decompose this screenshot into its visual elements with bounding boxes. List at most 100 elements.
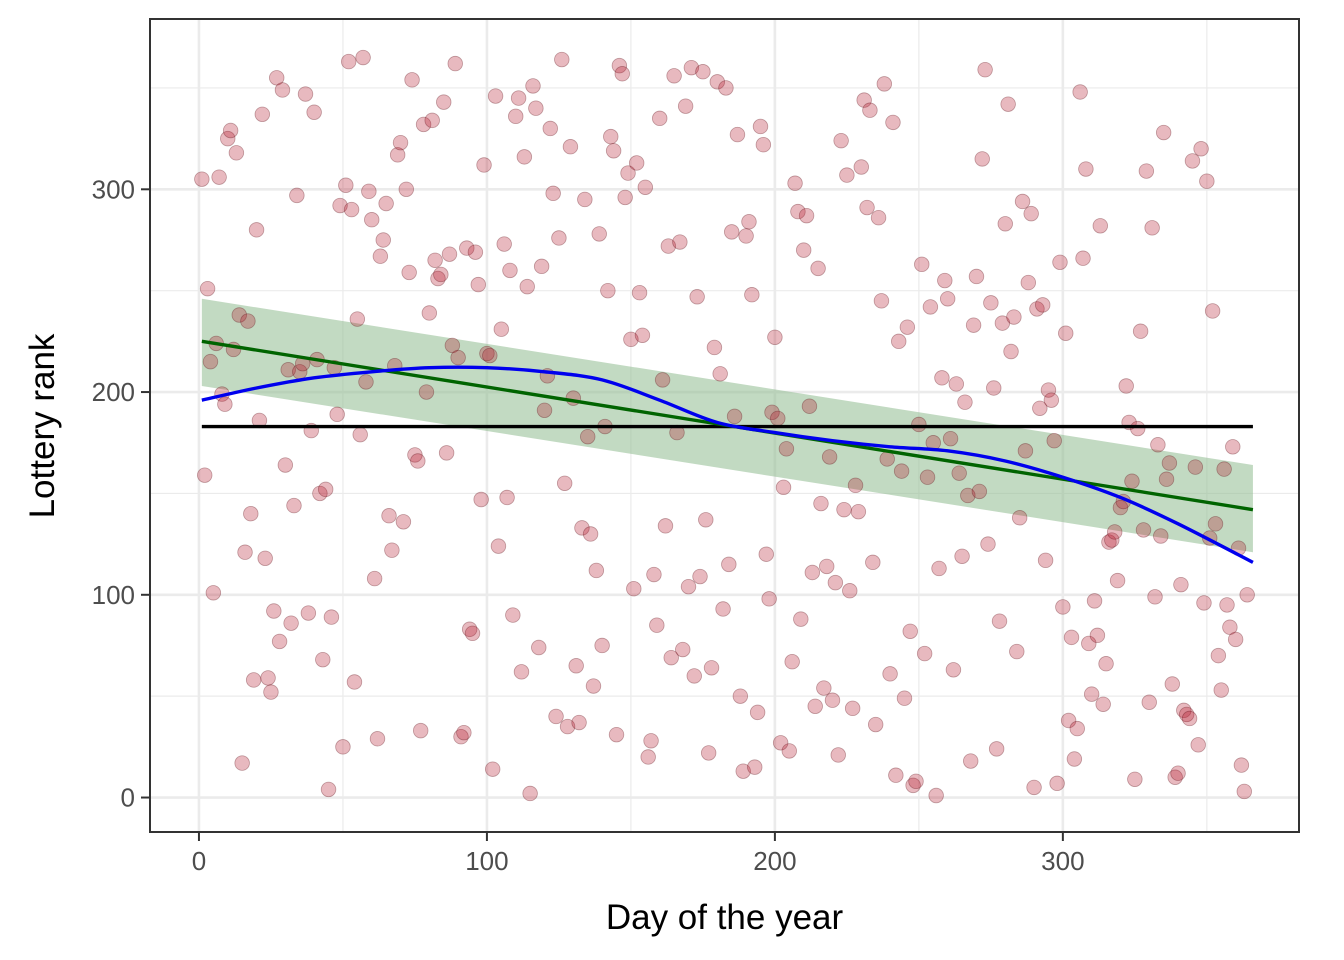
data-point [692,568,708,585]
data-point [574,520,590,536]
data-point [410,453,426,469]
data-point [793,611,809,627]
data-point [911,416,927,433]
data-point [378,195,394,212]
data-point [556,475,573,491]
data-point [666,68,682,84]
data-point [928,787,944,804]
data-point [695,64,711,80]
data-point [551,230,567,246]
data-point [1011,510,1028,526]
data-point [787,175,803,191]
data-point [770,410,786,427]
data-point [677,98,694,114]
data-point [510,90,527,106]
data-point [496,236,512,252]
data-point [228,145,245,161]
data-point [879,451,895,467]
data-point [1164,676,1180,692]
data-point [741,214,757,230]
y-tick-label: 300 [92,174,135,204]
panel-border [149,18,1300,833]
data-point [286,497,302,514]
data-point [389,147,406,163]
data-point [1000,96,1016,112]
data-point [859,199,875,216]
x-tick-label: 300 [1041,846,1084,876]
data-point [781,743,797,759]
data-point [401,264,417,281]
data-point [355,49,371,66]
data-point [470,276,486,293]
data-point [764,404,780,421]
data-point [591,226,607,242]
data-point [672,234,688,250]
data-point [312,485,328,502]
data-point [568,658,584,674]
data-point [531,639,547,656]
data-point [243,505,259,522]
data-point [1101,534,1117,550]
data-point [784,653,800,670]
data-point [821,449,838,465]
data-point [1035,297,1051,313]
data-point [1135,522,1152,538]
data-point [810,260,826,277]
data-point [352,426,368,443]
data-point [499,489,515,506]
data-point [623,331,639,348]
data-point [983,295,999,311]
data-point [444,337,461,354]
x-tick-label: 100 [465,846,508,876]
data-point [231,307,247,323]
data-point [988,741,1005,757]
data-point [916,645,933,662]
data-point [652,110,668,127]
data-point [582,526,599,542]
data-point [1147,589,1163,605]
data-point [974,151,990,167]
data-point [1112,499,1129,516]
data-point [300,605,317,621]
data-point [657,518,674,534]
data-point [614,66,630,82]
data-point [1037,552,1054,569]
data-point [395,514,412,530]
lines-layer [201,339,1254,564]
data-point [1026,779,1042,796]
data-point [963,753,979,769]
data-point [718,80,734,96]
data-point [986,380,1002,396]
y-axis-title: Lottery rank [23,333,62,518]
data-point [824,692,841,708]
data-point [675,641,691,658]
data-point [842,583,858,599]
data-point [438,445,455,461]
data-point [640,749,656,765]
data-point [1089,627,1106,644]
data-point [758,546,774,562]
data-point [663,649,679,666]
data-point [364,212,380,228]
data-point [804,564,821,581]
data-point [260,670,276,686]
data-point [271,633,288,650]
data-point [813,495,829,512]
data-point [467,244,484,260]
data-point [412,722,429,739]
data-point [965,317,982,333]
data-point [202,353,219,370]
data-point [608,726,625,743]
data-point [1150,437,1166,453]
data-point [516,149,533,165]
data-point [905,777,921,794]
data-point [761,591,777,607]
data-point [839,167,855,183]
data-point [1178,706,1195,723]
data-point [1066,751,1083,767]
data-point [611,57,628,74]
data-point [1222,619,1238,635]
data-point [827,574,844,591]
data-point [997,216,1013,232]
